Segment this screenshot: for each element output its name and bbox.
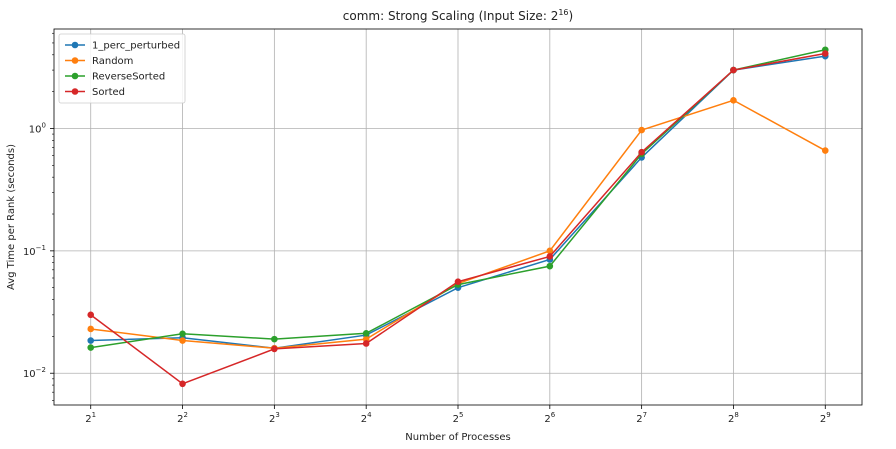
x-tick-exponent: 1	[92, 411, 96, 419]
x-tick-base: 2	[544, 414, 550, 425]
x-tick-label: 21	[85, 411, 96, 425]
chart-title-suffix: )	[569, 9, 574, 23]
data-point-random	[821, 147, 829, 154]
y-tick-label: 10−2	[23, 366, 46, 380]
data-point-sorted	[271, 345, 278, 353]
legend-marker-reversesorted	[71, 72, 79, 80]
x-tick-exponent: 9	[826, 411, 830, 419]
x-tick-exponent: 2	[183, 411, 187, 419]
data-point-1-perc-perturbed	[87, 337, 95, 344]
x-tick-exponent: 7	[643, 411, 647, 419]
data-point-reversesorted	[179, 330, 186, 338]
x-tick-label: 26	[544, 411, 555, 425]
chart-title-base: 2	[551, 9, 559, 23]
chart-title: comm: Strong Scaling (Input Size: 216)	[343, 8, 573, 23]
x-tick-base: 2	[85, 414, 91, 425]
y-tick-base: 10	[23, 369, 36, 380]
x-tick-base: 2	[636, 414, 642, 425]
x-tick-exponent: 4	[367, 411, 372, 419]
data-point-sorted	[179, 380, 186, 388]
data-point-random	[546, 247, 554, 255]
x-tick-label: 28	[728, 411, 739, 425]
x-tick-label: 23	[269, 411, 280, 425]
x-tick-exponent: 3	[275, 411, 279, 419]
legend: 1_perc_perturbed Random ReverseSorted Sorte…	[58, 33, 186, 104]
data-point-sorted	[454, 278, 462, 285]
legend-box	[58, 33, 186, 104]
data-point-sorted	[638, 148, 645, 156]
legend-label-sorted: Sorted	[92, 87, 125, 98]
data-point-sorted	[87, 311, 95, 319]
data-point-reversesorted	[546, 262, 554, 270]
x-tick-label: 25	[453, 411, 464, 425]
legend-label-reversesorted: ReverseSorted	[92, 72, 165, 83]
y-tick-exponent: 0	[42, 121, 46, 129]
legend-marker-1-perc-perturbed	[71, 41, 79, 49]
legend-label-random: Random	[92, 56, 133, 67]
x-tick-label: 27	[636, 411, 647, 425]
y-tick-exponent: −2	[36, 366, 46, 374]
y-tick-base: 10	[29, 124, 42, 135]
data-point-sorted	[730, 66, 737, 74]
y-tick-label: 10−1	[23, 244, 46, 258]
y-axis-label: Avg Time per Rank (seconds)	[6, 144, 17, 290]
chart-title-exponent: 16	[558, 8, 568, 17]
x-tick-base: 2	[728, 414, 734, 425]
data-point-reversesorted	[362, 329, 370, 337]
x-tick-exponent: 5	[459, 411, 463, 419]
x-tick-exponent: 6	[551, 411, 556, 419]
y-tick-label: 100	[29, 121, 46, 135]
x-tick-exponent: 8	[734, 411, 738, 419]
x-tick-label: 29	[820, 411, 831, 425]
x-tick-label: 24	[361, 411, 372, 425]
data-point-random	[87, 325, 95, 333]
x-axis-label: Number of Processes	[405, 432, 510, 443]
data-point-random	[179, 337, 186, 344]
data-point-reversesorted	[271, 335, 278, 343]
x-tick-base: 2	[820, 414, 826, 425]
data-point-sorted	[362, 340, 370, 347]
data-point-sorted	[546, 253, 554, 260]
y-tick-base: 10	[23, 247, 36, 258]
data-point-reversesorted	[87, 344, 95, 351]
series-group	[87, 46, 829, 388]
y-tick-exponent: −1	[36, 244, 46, 252]
x-tick-base: 2	[453, 414, 459, 425]
data-point-random	[730, 96, 737, 104]
chart-title-main: comm: Strong Scaling (Input Size:	[343, 9, 551, 23]
data-point-sorted	[821, 50, 829, 57]
x-tick-base: 2	[177, 414, 183, 425]
x-tick-base: 2	[361, 414, 367, 425]
x-tick-base: 2	[269, 414, 275, 425]
data-point-random	[638, 126, 645, 134]
legend-marker-random	[71, 57, 79, 64]
grid	[54, 29, 862, 405]
legend-label-1-perc-perturbed: 1_perc_perturbed	[92, 41, 180, 52]
legend-marker-sorted	[71, 88, 79, 95]
x-tick-label: 22	[177, 411, 188, 425]
